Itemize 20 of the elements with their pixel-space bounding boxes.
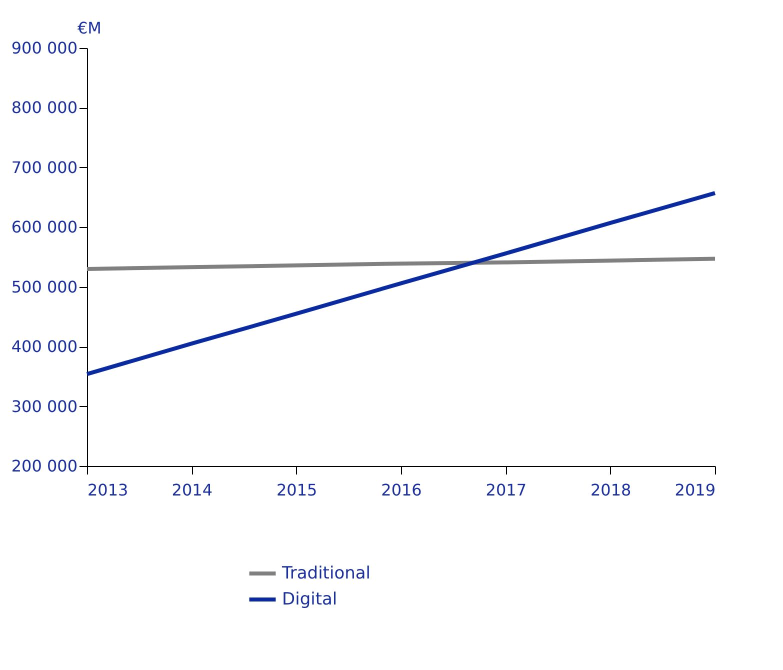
line-series	[85, 256, 717, 271]
legend-label: Traditional	[281, 564, 371, 584]
legend-label: Digital	[282, 590, 338, 610]
x-tick-label: 2019	[674, 480, 716, 500]
y-axis-title: €M	[78, 18, 102, 38]
y-tick-label: 800 000	[11, 98, 78, 118]
line-series	[85, 191, 717, 376]
y-tick-label: 900 000	[11, 38, 78, 58]
y-tick-label: 500 000	[11, 277, 78, 296]
x-tick-label: 2017	[486, 480, 527, 500]
x-tick-label: 2016	[381, 480, 422, 500]
x-tick-label: 2018	[590, 480, 632, 500]
x-tick-label: 2015	[276, 480, 318, 500]
y-tick-label: 200 000	[11, 456, 78, 476]
x-tick-label: 2013	[88, 480, 128, 500]
y-tick-label: 600 000	[11, 218, 78, 237]
y-tick-label: 700 000	[11, 158, 78, 177]
x-tick-label: 2014	[172, 480, 213, 500]
y-tick-label: 300 000	[11, 396, 78, 416]
y-tick-label: 400 000	[11, 337, 78, 356]
